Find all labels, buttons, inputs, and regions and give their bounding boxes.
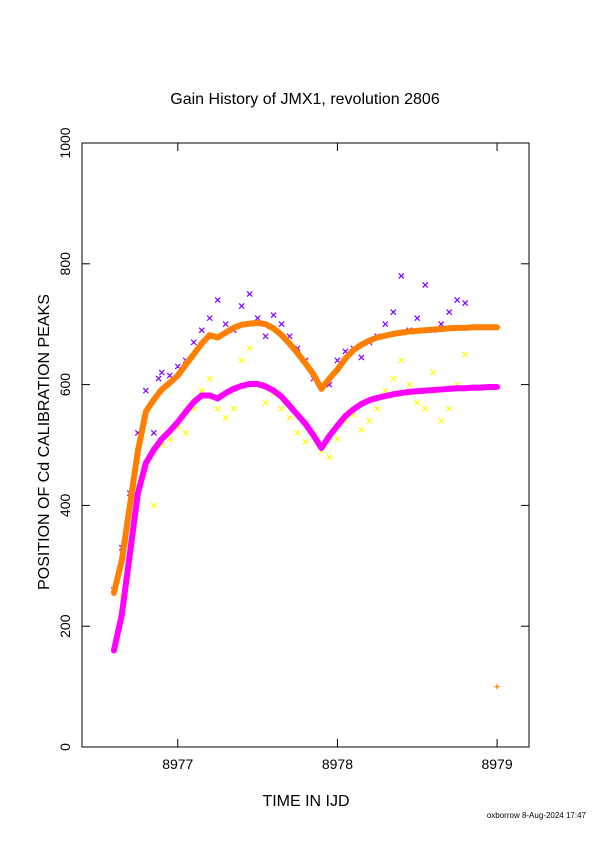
data-point <box>374 405 381 412</box>
data-point <box>430 369 437 376</box>
data-point <box>278 321 285 328</box>
data-point <box>334 435 341 442</box>
data-point <box>198 327 205 334</box>
data-point <box>422 405 429 412</box>
plot-frame <box>81 142 530 748</box>
data-point <box>462 300 469 307</box>
y-tick-label: 0 <box>57 743 73 751</box>
axes-ticks: 0 200 400 600 800 1000 8977 8978 8979 <box>57 127 529 772</box>
data-point <box>494 684 500 690</box>
data-point <box>254 315 261 322</box>
data-point <box>382 387 389 394</box>
data-point <box>414 315 421 322</box>
data-point <box>390 375 397 382</box>
y-tick-label: 200 <box>57 614 73 638</box>
data-point <box>206 375 213 382</box>
data-point <box>390 309 397 316</box>
y-tick-label: 400 <box>57 494 73 518</box>
data-point <box>462 351 469 358</box>
data-point <box>262 333 269 340</box>
data-point <box>182 429 189 436</box>
data-point <box>358 426 365 433</box>
data-marks <box>110 272 501 690</box>
series-3 <box>110 380 501 654</box>
data-point <box>422 281 429 288</box>
footer-timestamp: oxborrow 8-Aug-2024 17:47 <box>487 811 587 820</box>
data-point <box>206 315 213 322</box>
data-point <box>286 414 293 421</box>
data-point <box>382 321 389 328</box>
data-point <box>246 345 253 352</box>
data-point <box>158 369 165 376</box>
data-point <box>222 414 229 421</box>
data-point <box>246 290 253 298</box>
data-point <box>398 272 405 279</box>
y-tick-label: 1000 <box>57 127 73 158</box>
data-point <box>302 438 309 446</box>
data-point <box>294 429 301 436</box>
data-point <box>190 339 197 346</box>
data-point <box>446 405 453 412</box>
x-axis-label: TIME IN IJD <box>262 793 349 810</box>
data-point <box>406 381 413 388</box>
data-point <box>398 357 405 364</box>
data-point <box>238 357 245 364</box>
data-point <box>278 405 285 412</box>
data-point <box>270 312 277 319</box>
data-point <box>142 387 149 394</box>
data-point <box>150 502 157 509</box>
series-trend-line <box>110 380 501 654</box>
data-point <box>222 321 229 328</box>
data-point <box>366 417 373 424</box>
series-trend-line <box>110 319 501 596</box>
data-point <box>414 399 421 406</box>
series-2 <box>110 319 501 690</box>
data-point <box>358 354 365 361</box>
x-tick-label: 8977 <box>162 756 193 772</box>
x-tick-label: 8979 <box>481 756 512 772</box>
x-tick-label: 8978 <box>322 756 353 772</box>
data-point <box>230 405 237 412</box>
data-point <box>198 387 205 394</box>
data-point <box>446 309 453 316</box>
chart-title: Gain History of JMX1, revolution 2806 <box>170 91 440 108</box>
y-tick-label: 800 <box>57 252 73 276</box>
data-point <box>214 405 221 412</box>
y-axis-label: POSITION OF Cd CALIBRATION PEAKS <box>36 294 53 590</box>
data-point <box>262 399 269 406</box>
data-point <box>454 297 461 304</box>
data-point <box>155 375 162 382</box>
data-point <box>238 303 245 310</box>
data-point <box>326 454 333 461</box>
data-point <box>214 297 221 304</box>
data-point <box>150 429 157 436</box>
data-point <box>166 435 173 442</box>
data-point <box>438 417 445 424</box>
y-tick-label: 600 <box>57 373 73 397</box>
